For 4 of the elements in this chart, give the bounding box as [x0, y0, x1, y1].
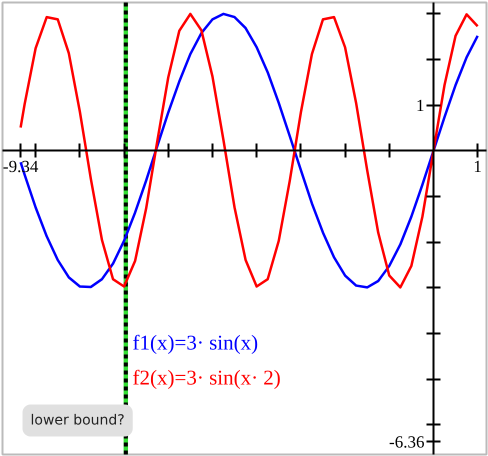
y-tick-label: -6.36: [389, 432, 424, 452]
text: f2(x)=3· sin(x· 2): [132, 366, 281, 390]
text: f1(x)=3· sin(x): [132, 330, 258, 354]
annotation: lower bound?: [30, 412, 125, 428]
